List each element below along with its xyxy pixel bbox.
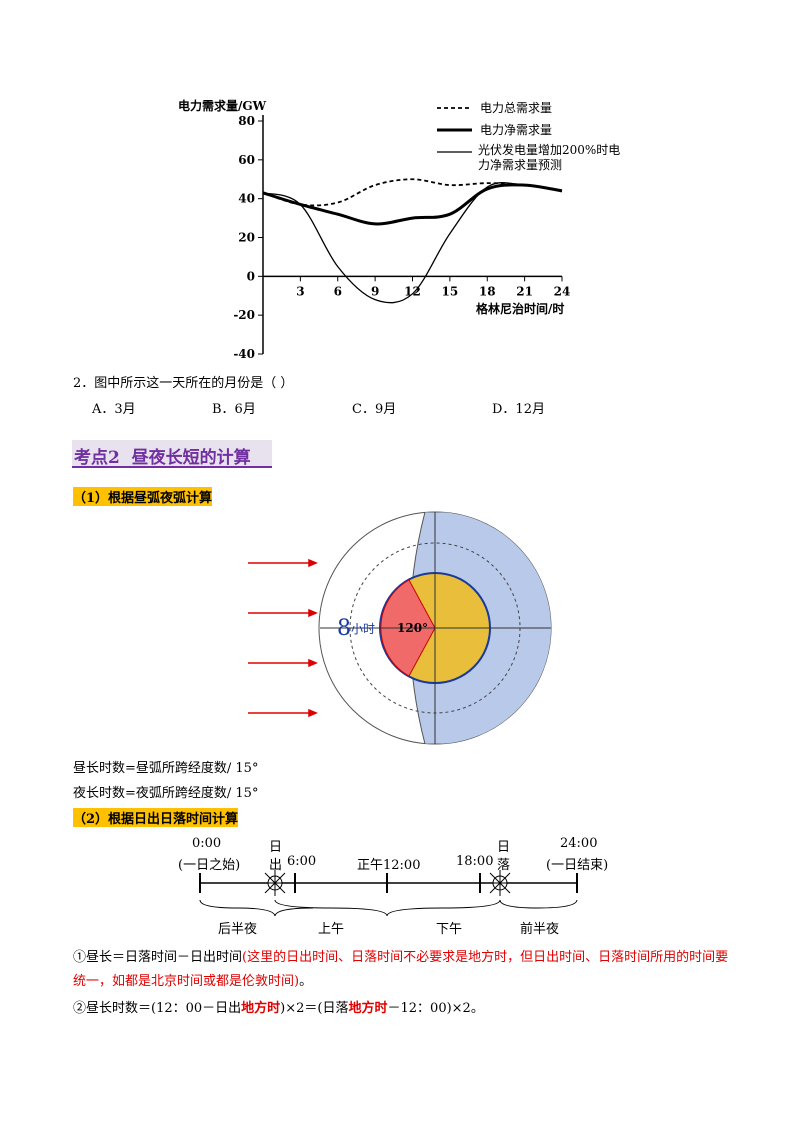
paragraph: ②昼长时数＝(12：00－日出地方时)×2＝(日落地方时－12：00)×2。 (73, 997, 484, 1016)
question-stem: 2．图中所示这一天所在的月份是（ ） (73, 376, 294, 391)
x-tick-label: 18 (479, 284, 496, 298)
timeline-label: 日 (269, 840, 283, 855)
formula: 昼长时数=昼弧所跨经度数/ 15° (73, 761, 259, 776)
timeline-label: (一日结束) (546, 858, 609, 873)
y-tick-label: 60 (238, 153, 255, 167)
series-line (262, 178, 563, 207)
y-tick-label: 0 (247, 269, 255, 283)
x-tick-label: 21 (516, 284, 533, 298)
text: ①昼长＝日落时间－日出时间 (73, 950, 243, 965)
x-tick-label: 12 (404, 284, 421, 298)
timeline-label: 24:00 (560, 836, 598, 851)
section-title: 考点2 昼夜长短的计算 (74, 448, 251, 468)
timeline-label: 18:00 (456, 854, 494, 869)
y-tick-label: 20 (238, 231, 255, 245)
text: 。 (299, 974, 313, 989)
emphasis: 地方时 (241, 1001, 281, 1016)
text: －12：00)×2。 (387, 1001, 484, 1016)
emphasis: 地方时 (348, 1001, 388, 1016)
timeline-label: 0:00 (192, 836, 222, 851)
segment-label: 上午 (318, 922, 345, 937)
timeline-label: 6:00 (287, 854, 317, 869)
series-line (262, 183, 563, 226)
option: B．6月 (212, 402, 256, 417)
paragraph: ①昼长＝日落时间－日出时间(这里的日出时间、日落时间不必要求是地方时，但日出时间… (73, 946, 733, 994)
section-bar (72, 440, 272, 468)
note: (这里的日出时间、日落时间不必要求是地方时，但日出时间、日落时间所用的时间要统一… (73, 950, 729, 989)
timeline-label: 日 (497, 840, 511, 855)
text: ②昼长时数＝(12：00－日出 (73, 1001, 242, 1016)
y-axis-title: 电力需求量/GW (178, 98, 267, 113)
part-title: （1）根据昼弧夜弧计算 (73, 487, 213, 506)
y-tick-label: 40 (238, 192, 255, 206)
segment-label: 后半夜 (218, 922, 258, 937)
segment-label: 下午 (436, 922, 463, 937)
angle-label: 120° (397, 621, 428, 635)
y-tick-label: -40 (233, 347, 255, 361)
option: A．3月 (92, 402, 136, 417)
segment-label: 前半夜 (520, 922, 560, 937)
timeline-label: (一日之始) (178, 858, 241, 873)
x-tick-label: 15 (442, 284, 459, 298)
hours-unit: 小时 (351, 622, 375, 636)
formula: 夜长时数=夜弧所跨经度数/ 15° (73, 786, 259, 801)
option: C．9月 (352, 402, 397, 417)
day-night-diagram: 8 小时 120° (248, 511, 552, 745)
series-line (262, 182, 563, 304)
text: )×2＝(日落 (280, 1001, 349, 1016)
timeline-label: 出 (269, 858, 283, 873)
x-tick-label: 3 (296, 284, 304, 298)
timeline (199, 870, 578, 917)
x-tick-label: 6 (334, 284, 342, 298)
timeline-label: 落 (497, 858, 511, 873)
legend-label: 电力净需求量 (480, 123, 552, 137)
legend-label: 电力总需求量 (480, 101, 552, 115)
option: D．12月 (492, 402, 545, 417)
timeline-label: 正午12:00 (357, 858, 421, 873)
legend-label: 光伏发电量增加200%时电力净需求量预测 (478, 143, 621, 172)
x-axis-title: 格林尼治时间/时 (476, 301, 564, 316)
hours-value: 8 (337, 616, 351, 641)
part-title: （2）根据日出日落时间计算 (73, 808, 239, 827)
y-tick-label: -20 (233, 308, 255, 322)
y-tick-label: 80 (238, 114, 255, 128)
x-tick-label: 9 (371, 284, 379, 298)
x-tick-label: 24 (554, 284, 571, 298)
